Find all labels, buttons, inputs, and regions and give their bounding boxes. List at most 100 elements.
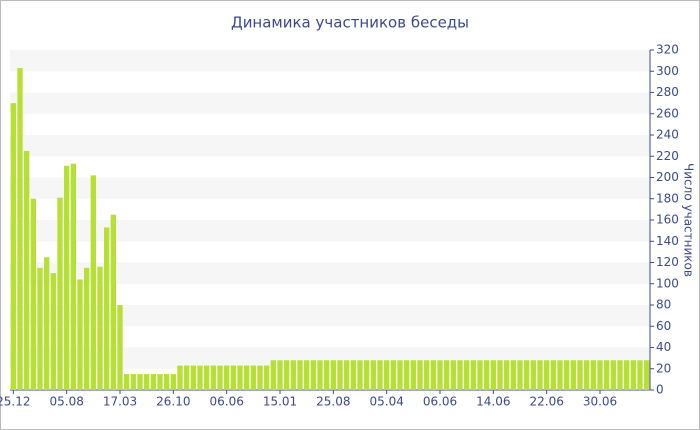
bar xyxy=(64,165,70,390)
bar xyxy=(177,365,183,390)
bar xyxy=(590,360,596,390)
bar xyxy=(297,360,303,390)
y-tick-label: 40 xyxy=(656,340,671,354)
bar xyxy=(244,365,250,390)
y-tick-label: 100 xyxy=(656,276,679,290)
bar xyxy=(197,365,203,390)
bar xyxy=(517,360,523,390)
bar xyxy=(257,365,263,390)
grid-band xyxy=(10,135,650,157)
bar xyxy=(377,360,383,390)
bar xyxy=(510,360,516,390)
y-tick-label: 240 xyxy=(656,128,679,142)
bar xyxy=(564,360,570,390)
bar xyxy=(644,360,650,390)
bar xyxy=(470,360,476,390)
bar xyxy=(577,360,583,390)
bar xyxy=(237,365,243,390)
bar xyxy=(17,68,23,390)
bar xyxy=(170,374,176,390)
bar xyxy=(84,267,90,390)
bar xyxy=(57,197,63,390)
bar xyxy=(410,360,416,390)
y-tick-label: 160 xyxy=(656,213,679,227)
bar xyxy=(604,360,610,390)
bar xyxy=(264,365,270,390)
bar xyxy=(344,360,350,390)
bar xyxy=(330,360,336,390)
x-tick-label: 05.04 xyxy=(369,395,403,409)
y-tick-label: 220 xyxy=(656,149,679,163)
bar xyxy=(10,103,16,390)
bar xyxy=(104,227,110,390)
bar xyxy=(90,175,96,390)
y-tick-label: 80 xyxy=(656,298,671,312)
bar xyxy=(364,360,370,390)
bar xyxy=(117,305,123,390)
x-tick-label: 14.06 xyxy=(476,395,510,409)
bar xyxy=(350,360,356,390)
y-tick-label: 200 xyxy=(656,170,679,184)
bar xyxy=(37,267,43,390)
bar xyxy=(584,360,590,390)
bar xyxy=(44,257,50,390)
y-tick-label: 20 xyxy=(656,361,671,375)
bar xyxy=(370,360,376,390)
bar xyxy=(624,360,630,390)
bar xyxy=(77,279,83,390)
y-tick-label: 280 xyxy=(656,85,679,99)
x-tick-label: 25.08 xyxy=(316,395,350,409)
bar xyxy=(30,198,36,390)
grid-band xyxy=(10,50,650,72)
bar xyxy=(310,360,316,390)
bar xyxy=(544,360,550,390)
grid-band xyxy=(10,177,650,199)
bar xyxy=(404,360,410,390)
x-tick-label: 17.03 xyxy=(103,395,137,409)
grid-band xyxy=(10,347,650,369)
y-tick-label: 320 xyxy=(656,43,679,57)
bar xyxy=(224,365,230,390)
bar xyxy=(597,360,603,390)
bar xyxy=(137,374,143,390)
bar xyxy=(390,360,396,390)
bar xyxy=(144,374,150,390)
y-tick-label: 60 xyxy=(656,319,671,333)
bar xyxy=(557,360,563,390)
bar xyxy=(450,360,456,390)
bar xyxy=(484,360,490,390)
bar xyxy=(530,360,536,390)
x-tick-label: 06.06 xyxy=(209,395,243,409)
bar xyxy=(157,374,163,390)
bar xyxy=(164,374,170,390)
bar xyxy=(437,360,443,390)
x-tick-label: 22.06 xyxy=(529,395,563,409)
bar xyxy=(24,150,30,390)
x-tick-label: 30.06 xyxy=(583,395,617,409)
bar xyxy=(617,360,623,390)
bar xyxy=(477,360,483,390)
bar xyxy=(457,360,463,390)
grid-band xyxy=(10,220,650,242)
bar xyxy=(550,360,556,390)
x-tick-label: 15.01 xyxy=(263,395,297,409)
bar xyxy=(357,360,363,390)
y-tick-label: 0 xyxy=(656,383,664,397)
chart-title: Динамика участников беседы xyxy=(231,14,469,32)
bar xyxy=(464,360,470,390)
bar xyxy=(150,374,156,390)
bar xyxy=(444,360,450,390)
bar xyxy=(317,360,323,390)
y-tick-label: 300 xyxy=(656,64,679,78)
grid-band xyxy=(10,305,650,327)
bar xyxy=(570,360,576,390)
bar xyxy=(524,360,530,390)
x-tick-label: 25.12 xyxy=(0,395,31,409)
x-tick-label: 05.08 xyxy=(49,395,83,409)
x-tick-label: 06.06 xyxy=(423,395,457,409)
bar xyxy=(184,365,190,390)
grid-band xyxy=(10,262,650,284)
bar xyxy=(324,360,330,390)
bar xyxy=(284,360,290,390)
